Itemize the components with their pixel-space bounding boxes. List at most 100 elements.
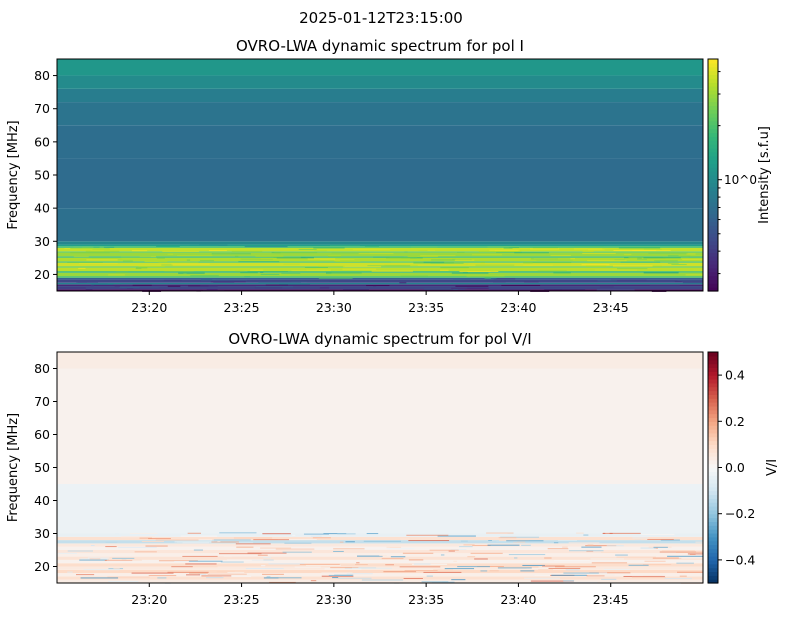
spectrum-pixel <box>514 252 549 254</box>
spectrum-pixel <box>73 256 89 258</box>
spectrum-pixel <box>70 248 110 250</box>
colorbar-segment <box>708 363 718 368</box>
colorbar-segment <box>708 205 718 211</box>
figure-suptitle: 2025-01-12T23:15:00 <box>299 9 463 27</box>
colorbar-segment <box>708 386 718 392</box>
spectrum-pixel <box>148 538 171 540</box>
spectrum-band <box>57 563 703 567</box>
colorbar-tick-label: 0.0 <box>725 460 745 475</box>
spectrum-pixel <box>77 281 88 283</box>
colorbar-tick-label: −0.4 <box>725 552 755 567</box>
colorbar-segment <box>708 252 718 257</box>
spectrum-pixel <box>105 546 117 548</box>
spectrum-pixel <box>430 262 464 264</box>
x-tick-label: 23:35 <box>408 592 444 607</box>
spectrum-pixel <box>406 534 449 536</box>
y-tick-label: 70 <box>34 101 50 116</box>
spectrum-pixel <box>355 564 368 566</box>
colorbar-label: V/I <box>765 459 780 476</box>
spectrum-pixel <box>182 542 210 544</box>
spectrum-pixel <box>282 551 312 553</box>
spectrum-pixel <box>433 569 454 571</box>
spectrum-pixel <box>624 257 630 259</box>
spectrum-pixel <box>219 532 257 534</box>
spectrum-pixel <box>108 580 139 582</box>
spectrum-pixel <box>496 541 518 543</box>
spectrum-band <box>57 261 703 263</box>
spectrum-pixel <box>587 260 627 262</box>
spectrum-pixel <box>91 258 123 260</box>
colorbar-segment <box>708 248 718 253</box>
spectrum-pixel <box>471 254 503 256</box>
colorbar-segment <box>708 513 718 519</box>
spectrum-band <box>57 553 703 557</box>
spectrum-pixel <box>530 258 558 260</box>
spectrum-pixel <box>390 556 406 558</box>
spectrum-pixel <box>400 275 429 277</box>
colorbar-segment <box>708 375 718 380</box>
spectrum-pixel <box>131 250 148 252</box>
colorbar-segment <box>708 105 718 110</box>
spectrum-pixel <box>480 262 485 264</box>
spectrum-pixel <box>361 579 404 581</box>
spectrum-pixel <box>330 244 360 246</box>
spectrum-pixel <box>200 278 213 280</box>
colorbar-segment <box>708 283 718 288</box>
spectrum-band <box>57 543 703 547</box>
spectrum-pixel <box>667 555 703 557</box>
spectrum-pixel <box>217 541 221 543</box>
spectrum-pixel <box>157 577 167 579</box>
colorbar-segment <box>708 124 718 130</box>
spectrum-pixel <box>279 274 291 276</box>
colorbar-segment <box>708 209 718 215</box>
spectrum-pixel <box>294 566 321 568</box>
spectrum-pixel <box>155 539 199 541</box>
spectrum-pixel <box>323 286 330 288</box>
colorbar-segment <box>708 82 718 87</box>
spectrum-pixel <box>573 248 603 250</box>
spectrum-pixel <box>186 574 201 576</box>
colorbar-segment <box>708 432 718 438</box>
colorbar-segment <box>708 525 718 530</box>
spectrum-pixel <box>112 557 135 559</box>
spectrum-pixel <box>345 541 355 543</box>
spectrum-pixel <box>489 249 520 251</box>
spectrum-pixel <box>313 247 345 249</box>
spectrum-pixel <box>156 245 180 247</box>
y-tick-label: 20 <box>34 559 50 574</box>
colorbar-segment <box>708 394 718 399</box>
spectrum-pixel <box>523 264 553 266</box>
spectrum-pixel <box>215 279 248 281</box>
colorbar-segment <box>708 355 718 361</box>
spectrum-pixel <box>291 280 330 282</box>
spectrum-pixel <box>664 578 692 580</box>
spectrum-pixel <box>236 546 254 548</box>
spectrum-pixel <box>583 534 589 536</box>
colorbar-segment <box>708 159 718 164</box>
spectrum-pixel <box>201 279 229 281</box>
spectrum-pixel <box>108 274 125 276</box>
spectrum-pixel <box>548 567 581 569</box>
spectrum-pixel <box>613 250 657 252</box>
spectrum-pixel <box>187 532 202 534</box>
spectrum-pixel <box>501 248 531 250</box>
spectrum-pixel <box>404 251 408 253</box>
spectrum-pixel <box>85 288 93 290</box>
colorbar-segment <box>708 529 718 534</box>
colorbar-tick-label: 0.4 <box>725 368 745 383</box>
colorbar-segment <box>708 263 718 269</box>
spectrum-pixel <box>678 255 703 257</box>
spectrum-pixel <box>536 259 573 261</box>
spectrum-pixel <box>418 249 428 251</box>
colorbar-tick-label: 0.2 <box>725 414 745 429</box>
spectrum-pixel <box>332 577 339 579</box>
spectrum-pixel <box>562 546 568 548</box>
spectrum-pixel <box>144 261 168 263</box>
spectrum-pixel <box>274 252 318 254</box>
spectrum-band <box>57 262 703 267</box>
spectrum-pixel <box>250 269 264 271</box>
spectrum-pixel <box>76 281 99 283</box>
spectrum-pixel <box>171 263 210 265</box>
colorbar-segment <box>708 498 718 503</box>
colorbar-segment <box>708 89 718 95</box>
